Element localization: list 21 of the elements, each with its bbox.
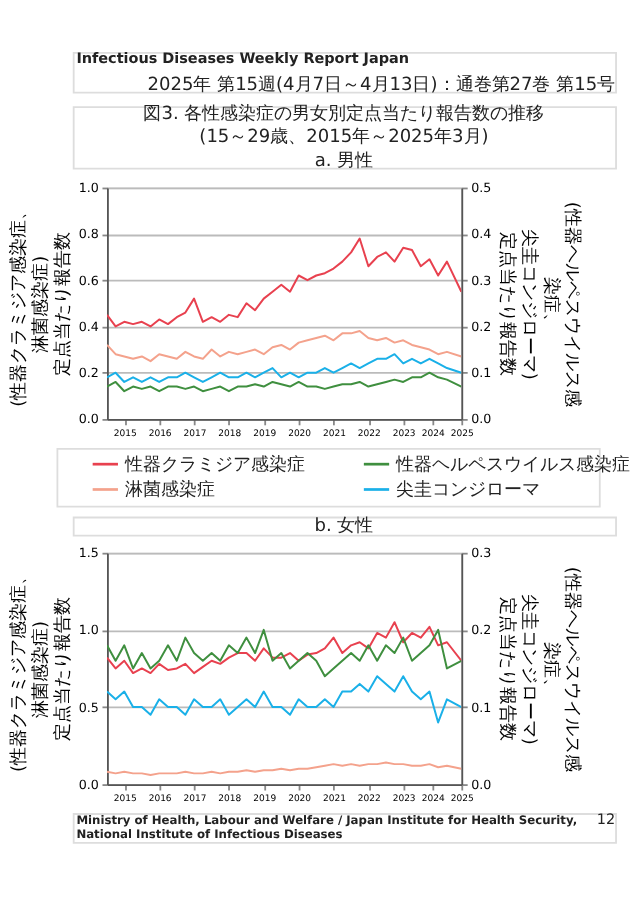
line-series <box>107 371 462 393</box>
text: 12 <box>596 809 616 828</box>
legend-label: 尖圭コンジローマ <box>396 478 541 501</box>
line-series <box>107 675 462 724</box>
y2-axis-title: (性器ヘルペスウイルス感染症、尖圭コンジローマ)定点当たり報告数 <box>496 201 584 407</box>
chart-title: 図3. 各性感染症の男女別定点当たり報告数の推移 <box>143 102 545 125</box>
legend-label: 性器クラミジア感染症 <box>123 453 306 476</box>
line-series <box>107 761 462 776</box>
y2-axis-title: (性器ヘルペスウイルス感染症、尖圭コンジローマ)定点当たり報告数 <box>496 566 584 772</box>
y-axis-title: (性器クラミジア感染症、淋菌感染症)定点当たり報告数 <box>8 566 74 772</box>
text: Infectious Diseases Weekly Report Japan <box>76 48 410 67</box>
legend-label: 淋菌感染症 <box>125 478 216 501</box>
legend-label: 性器ヘルペスウイルス感染症 <box>394 453 631 476</box>
line-series <box>107 237 462 328</box>
line-series <box>107 330 462 363</box>
chart-title: b. 女性 <box>314 515 374 538</box>
line-series <box>107 353 462 383</box>
text: 2025年 第15週(4月7日～4月13日)：通巻第27巻 第15号 <box>147 73 616 96</box>
chart-subtitle: (15～29歳、2015年～2025年3月) <box>199 126 489 149</box>
text: a. 男性 <box>314 149 374 172</box>
y-axis-title: (性器クラミジア感染症、淋菌感染症)定点当たり報告数 <box>8 201 74 407</box>
